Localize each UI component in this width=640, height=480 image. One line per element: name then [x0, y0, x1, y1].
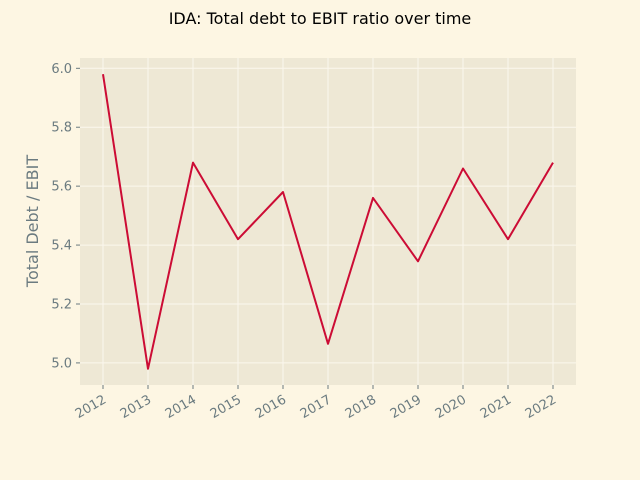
x-tick-label: 2017 [298, 392, 334, 422]
y-tick-label: 5.8 [51, 121, 72, 136]
x-tick-label: 2018 [343, 392, 379, 422]
x-tick-label: 2014 [163, 392, 199, 422]
x-tick-label: 2012 [73, 392, 109, 422]
x-tick-label: 2013 [118, 392, 154, 422]
y-tick-label: 6.0 [51, 62, 72, 77]
y-tick-label: 5.4 [51, 239, 72, 254]
x-tick-label: 2016 [253, 392, 289, 422]
chart-title: IDA: Total debt to EBIT ratio over time [169, 9, 472, 28]
x-tick-label: 2019 [388, 392, 424, 422]
x-tick-label: 2015 [208, 392, 244, 422]
x-tick-label: 2022 [523, 392, 559, 422]
x-tick-label: 2021 [478, 392, 514, 422]
series-lines [102, 74, 554, 370]
y-tick-label: 5.0 [51, 356, 72, 371]
x-tick-label: 2020 [433, 392, 469, 422]
y-tick-label: 5.6 [51, 180, 72, 195]
series-line [102, 74, 554, 370]
y-tick-label: 5.2 [51, 297, 72, 312]
y-axis-label: Total Debt / EBIT [23, 155, 42, 288]
grid [80, 58, 576, 385]
